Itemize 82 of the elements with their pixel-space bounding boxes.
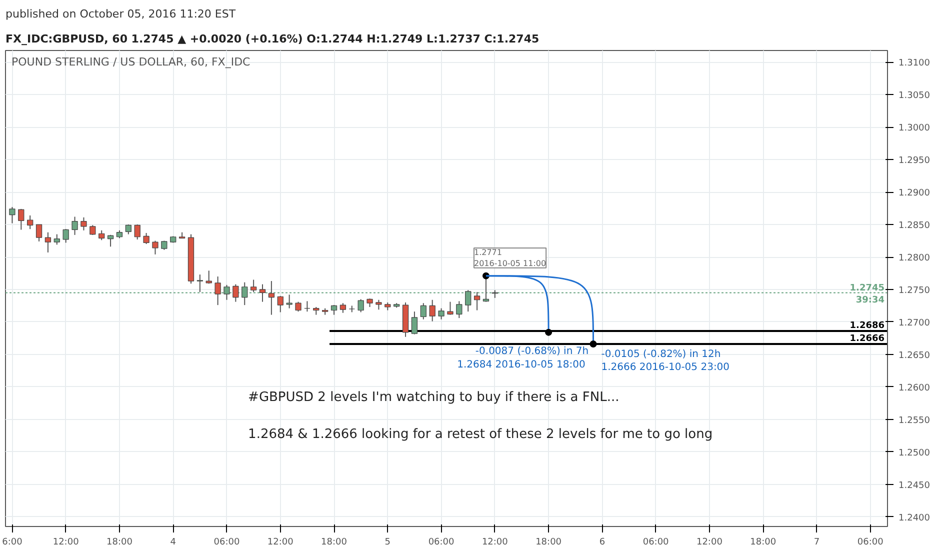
x-tick-label: 12:00 [482, 538, 508, 548]
y-tick-label: 1.2900 [898, 188, 930, 199]
candlestick [474, 292, 480, 311]
x-tick-label: 18:00 [536, 538, 562, 548]
candlestick [277, 295, 284, 313]
x-tick-label: 18:00 [750, 538, 776, 548]
x-tick-label: 06:00 [428, 538, 455, 548]
candlestick [80, 216, 87, 231]
candlestick [152, 240, 158, 255]
y-tick-label: 1.3000 [898, 124, 930, 134]
candlestick [18, 208, 24, 230]
x-tick-label: 5 [384, 538, 391, 548]
candlestick [242, 282, 248, 306]
data-label: 1.2686 [850, 321, 885, 332]
candlestick [196, 274, 203, 293]
y-tick-label: 1.2400 [898, 513, 930, 524]
candlestick [429, 299, 436, 322]
annotation: 39:34 [856, 296, 885, 306]
candlestick [9, 206, 16, 224]
candlestick [358, 298, 364, 313]
annotation: #GBPUSD 2 levels I'm watching to buy if there is a FNL... [248, 390, 620, 406]
y-tick-label: 1.3100 [898, 58, 930, 69]
x-tick-label: 4 [170, 538, 176, 548]
x-tick-label: 18:00 [106, 538, 133, 548]
text: published on October 05, 2016 11:20 EST [6, 8, 236, 20]
x-tick-label: 12:00 [52, 538, 80, 548]
candlestick [206, 270, 212, 284]
candlestick [447, 301, 454, 316]
ref-line-label: 1.2745 [850, 284, 885, 294]
candlestick [376, 299, 382, 310]
x-tick-label: 06:00 [642, 538, 670, 548]
candlestick [456, 300, 462, 319]
y-tick-label: 1.2750 [898, 286, 930, 296]
x-tick-label: 6 [599, 538, 606, 548]
y-tick-label: 1.2500 [898, 448, 930, 458]
candlestick [232, 284, 239, 302]
candlestick [27, 214, 34, 230]
candlestick [54, 234, 60, 246]
candlestick [36, 224, 42, 242]
candlestick [214, 276, 221, 306]
annotation: -0.0087 (-0.68%) in 7h 1.2684 2016-10-05 18:00 [457, 346, 589, 370]
x-tick-label: 06:00 [857, 538, 884, 548]
x-tick-label: 6:00 [2, 538, 23, 548]
chart-subtitle: FX_IDC:GBPUSD, 60 1.2745 ▲ +0.0020 (+0.16%) O:1.2744 H:1.2749 L:1.2737 C:1.2745 [6, 32, 540, 46]
candlestick [107, 234, 114, 248]
candlestick [62, 228, 69, 244]
candlestick [420, 302, 426, 320]
candlestick [44, 232, 52, 253]
y-tick-label: 1.2950 [898, 156, 930, 166]
annotation: -0.0105 (-0.82%) in 12h 1.2666 2016-10-05 23:00 [601, 348, 730, 374]
y-tick-label: 1.2800 [898, 254, 930, 264]
data-label: 1.2666 [850, 334, 885, 344]
candlestick [330, 304, 338, 316]
y-tick-label: 1.2700 [898, 318, 930, 328]
y-tick-label: 1.2600 [898, 383, 930, 394]
annotation: 1.2771 2016-10-05 11:00 [474, 248, 546, 268]
y-tick-label: 1.2450 [898, 480, 930, 491]
candlestick [295, 301, 302, 312]
candlestick [411, 311, 418, 335]
candlestick [250, 279, 257, 293]
candlestick [259, 284, 266, 302]
x-tick-label: 18:00 [321, 538, 348, 548]
candlestick [134, 224, 140, 240]
y-tick-label: 1.2550 [898, 416, 930, 426]
y-tick-label: 1.2650 [898, 350, 930, 361]
x-tick-label: 7 [814, 538, 820, 548]
candlestick [98, 230, 105, 241]
y-tick-label: 1.3050 [898, 91, 930, 102]
x-tick-label: 12:00 [267, 538, 294, 548]
annotation: 1.2684 & 1.2666 looking for a retest of these 2 levels for me to go long [248, 426, 713, 442]
x-tick-label: 06:00 [214, 538, 240, 548]
candlestick [143, 232, 150, 245]
candlestick [304, 300, 310, 312]
y-tick-label: 1.2850 [898, 221, 930, 232]
candlestick [438, 308, 444, 320]
candlestick [340, 302, 346, 314]
candlestick [90, 224, 96, 236]
candlestick [268, 280, 275, 316]
candlestick [125, 224, 132, 235]
x-tick-label: 12:00 [696, 538, 723, 548]
text: POUND STERLING / US DOLLAR, 60, FX_IDC [12, 56, 251, 68]
candlestick [72, 216, 78, 236]
